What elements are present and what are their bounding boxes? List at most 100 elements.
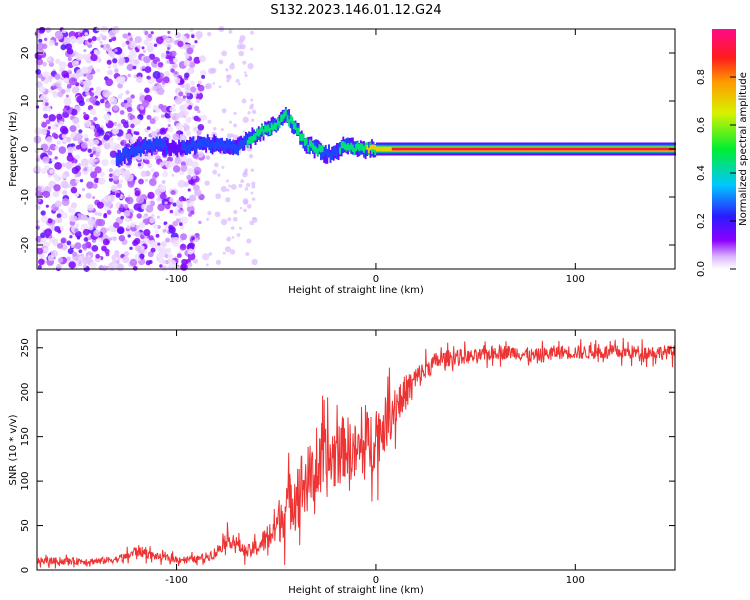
heatmap-cell — [321, 144, 324, 153]
heatmap-cell — [94, 123, 100, 130]
heatmap-cell — [175, 122, 184, 131]
heatmap-cell — [436, 147, 439, 151]
heatmap-cell — [337, 142, 340, 153]
heatmap-cell — [147, 104, 152, 109]
heatmap-cell — [151, 213, 155, 218]
heatmap-cell — [268, 127, 271, 136]
heatmap-cell — [642, 147, 645, 151]
heatmap-cell — [89, 92, 95, 97]
heatmap-cell — [245, 182, 251, 188]
heatmap-cell — [72, 162, 77, 167]
heatmap-cell — [216, 138, 219, 149]
snr-series-line — [36, 337, 676, 569]
heatmap-cell — [272, 124, 275, 132]
heatmap-cell — [637, 147, 640, 151]
heatmap-cell — [178, 209, 182, 213]
heatmap-cell — [55, 124, 59, 128]
heatmap-cell — [221, 139, 224, 150]
heatmap-cell — [147, 139, 150, 150]
heatmap-cell — [112, 127, 119, 135]
heatmap-cell — [246, 204, 252, 209]
heatmap-cell — [139, 105, 145, 110]
heatmap-cell — [150, 168, 155, 173]
snr-panel: -100 0 100 0 50 100 150 200 250 Height of strai… — [8, 329, 676, 596]
heatmap-cell — [178, 91, 184, 97]
heatmap-cell — [54, 162, 62, 170]
heatmap-cell — [122, 195, 126, 199]
heatmap-cell — [106, 210, 112, 215]
heatmap-cell — [88, 65, 94, 70]
heatmap-cell — [129, 37, 133, 42]
heatmap-cell — [86, 181, 94, 189]
heatmap-cell — [164, 203, 171, 210]
heatmap-cell — [259, 129, 262, 140]
heatmap-cell — [97, 212, 102, 217]
heatmap-cell — [562, 147, 565, 151]
heatmap-cell — [87, 204, 95, 211]
heatmap-cell — [36, 58, 44, 66]
heatmap-cell — [140, 170, 147, 177]
heatmap-cell — [182, 95, 186, 99]
heatmap-cell — [44, 165, 50, 171]
heatmap-cell — [225, 68, 229, 72]
heatmap-cell — [108, 177, 114, 182]
heatmap-cell — [90, 53, 98, 62]
heatmap-cell — [138, 141, 141, 152]
heatmap-cell — [361, 143, 364, 151]
heatmap-cell — [150, 130, 158, 138]
heatmap-cell — [544, 147, 547, 151]
heatmap-cell — [627, 147, 630, 151]
heatmap-cell — [180, 263, 188, 271]
heatmap-cell — [93, 229, 101, 237]
heatmap-cell — [42, 106, 47, 112]
heatmap-cell — [119, 179, 124, 184]
heatmap-cell — [225, 179, 230, 183]
heatmap-cell — [182, 197, 187, 202]
heatmap-cell — [173, 77, 181, 84]
heatmap-cell — [597, 147, 600, 151]
heatmap-cell — [36, 206, 41, 211]
heatmap-cell — [621, 147, 624, 151]
heatmap-cell — [600, 147, 603, 151]
heatmap-cell — [155, 245, 160, 250]
heatmap-cell — [207, 32, 212, 37]
heatmap-cell — [382, 146, 385, 152]
heatmap-cell — [355, 144, 357, 152]
heatmap-cell — [144, 66, 152, 73]
heatmap-cell — [36, 247, 44, 255]
heatmap-cell — [214, 162, 219, 168]
heatmap-cell — [112, 105, 119, 112]
heatmap-cell — [187, 168, 195, 176]
heatmap-cell — [409, 147, 412, 151]
heatmap-cell — [108, 39, 113, 43]
heatmap-cell — [185, 117, 192, 124]
heatmap-cell — [313, 145, 316, 153]
heatmap-cell — [189, 27, 194, 32]
heatmap-cell — [178, 222, 183, 227]
heatmap-cell — [168, 143, 171, 157]
heatmap-cell — [92, 146, 97, 152]
heatmap-cell — [442, 147, 445, 151]
heatmap-cell — [94, 90, 101, 97]
heatmap-cell — [176, 144, 179, 158]
heatmap-cell — [80, 81, 84, 86]
heatmap-cell — [490, 147, 493, 151]
heatmap-cell — [37, 48, 45, 56]
heatmap-cell — [286, 109, 289, 120]
heatmap-cell — [128, 150, 131, 161]
heatmap-cell — [497, 147, 499, 151]
heatmap-cell — [122, 33, 128, 39]
heatmap-cell — [56, 113, 63, 120]
heatmap-cell — [351, 137, 354, 151]
heatmap-cell — [626, 147, 629, 151]
heatmap-cell — [186, 47, 194, 55]
heatmap-cell — [156, 87, 165, 96]
heatmap-cell — [105, 78, 114, 87]
heatmap-cell — [48, 39, 55, 46]
heatmap-cell — [103, 113, 111, 121]
heatmap-cell — [138, 178, 144, 185]
heatmap-cell — [100, 44, 104, 48]
heatmap-cell — [40, 215, 49, 223]
heatmap-cell — [52, 190, 60, 198]
heatmap-cell — [108, 30, 116, 38]
